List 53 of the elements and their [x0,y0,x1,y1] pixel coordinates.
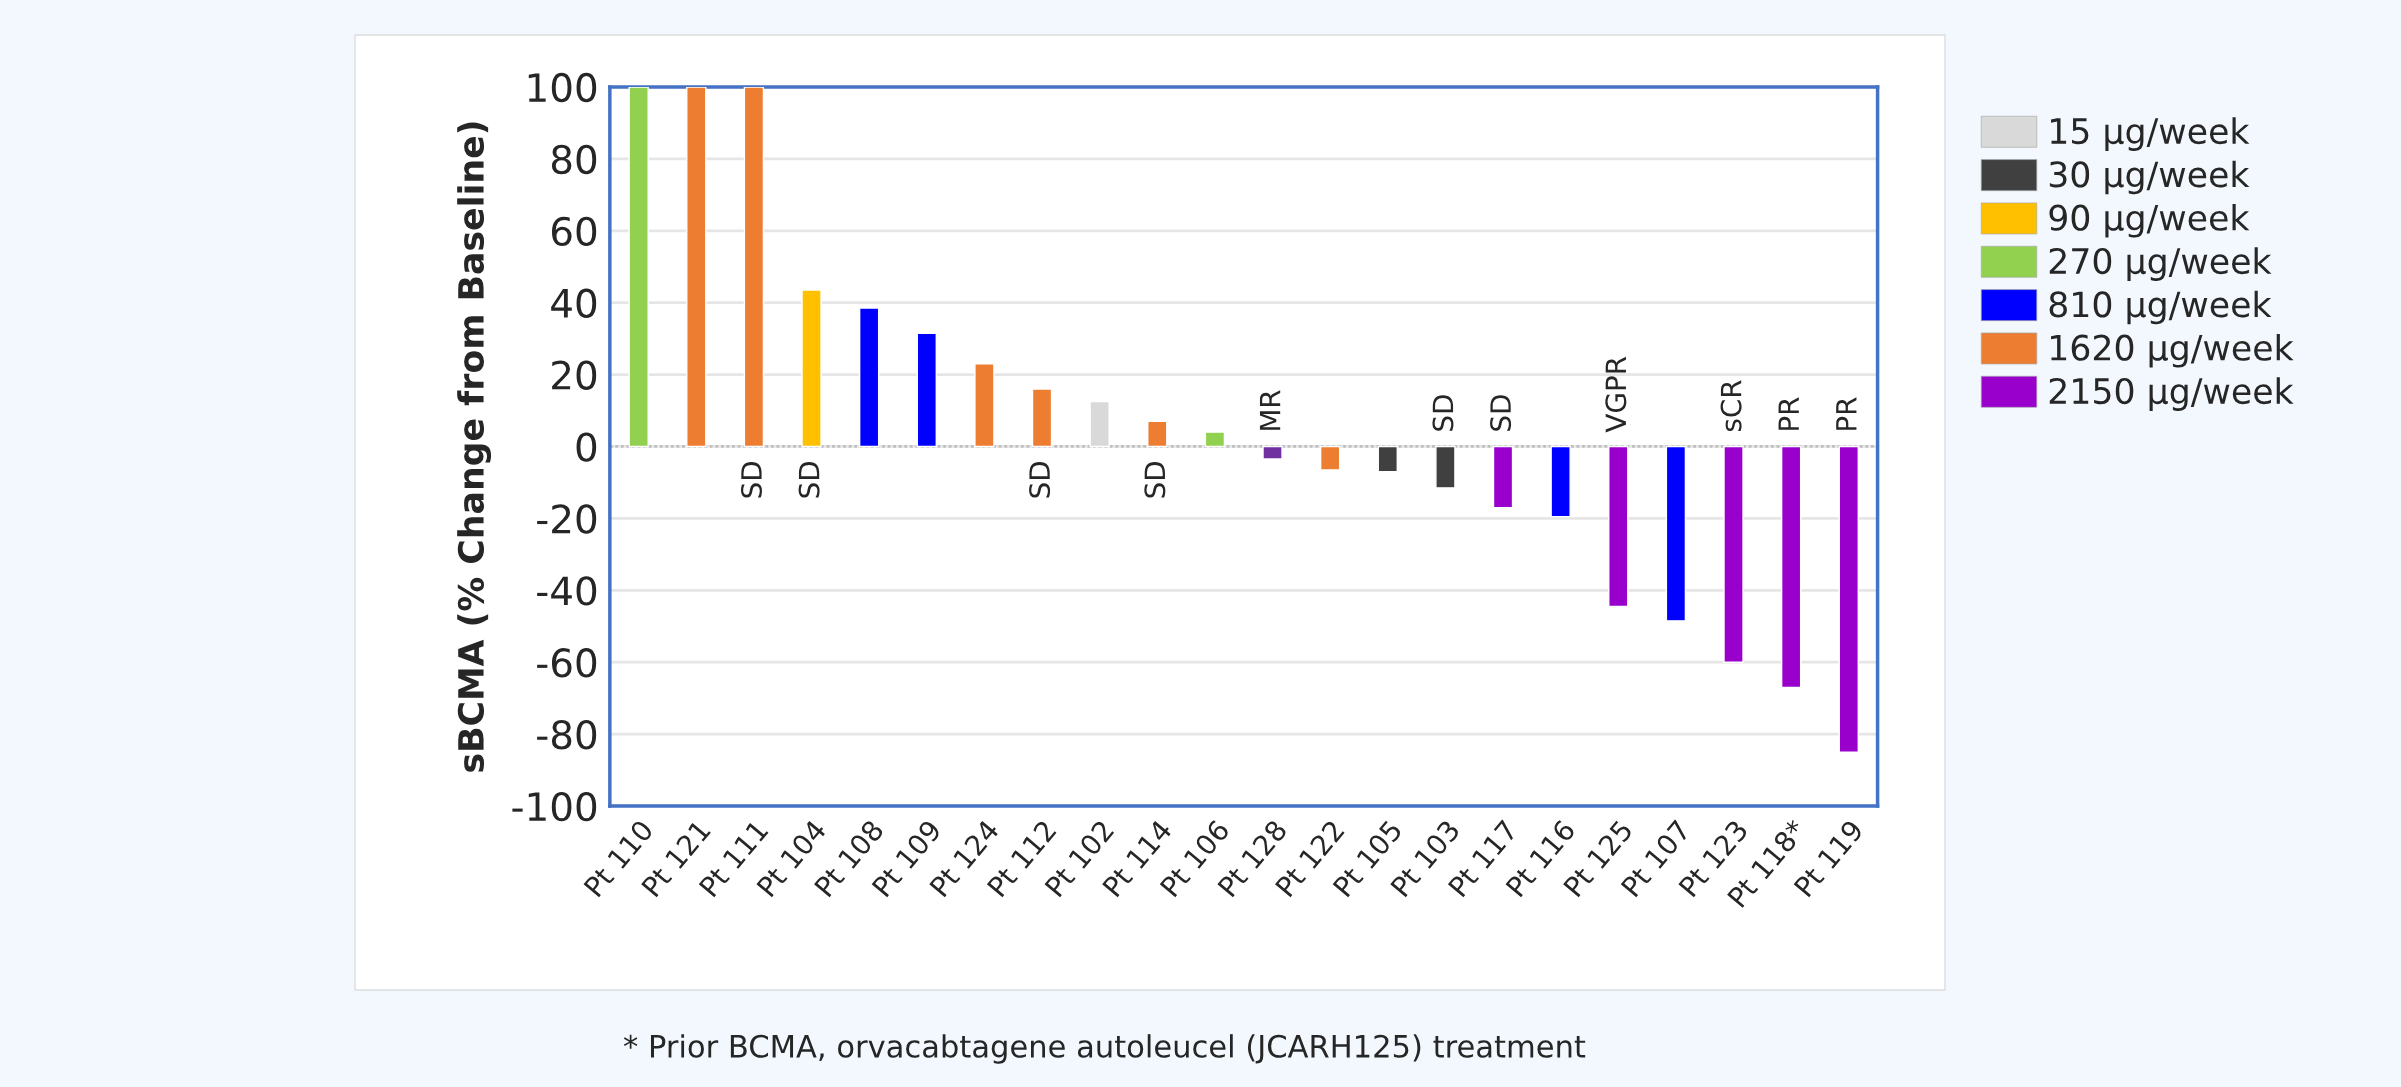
y-axis-title: sBCMA (% Change from Baseline) [457,122,492,772]
bar [1435,445,1456,489]
bar [1723,445,1744,663]
legend-label: 15 µg/week [2051,117,2250,151]
bar [1608,445,1629,608]
bar [1550,445,1571,518]
bar [1780,445,1802,689]
bar [1147,420,1168,448]
legend-label: 90 µg/week [2049,203,2250,238]
annotation: SD [1029,462,1051,498]
legend-label: 810 µg/week [2049,290,2272,325]
annotation: MR [1259,390,1281,430]
y-tick-label: -60 [537,648,597,678]
bar [1492,445,1514,509]
y-tick-label: -100 [512,791,597,822]
bar [1262,445,1283,460]
y-tick-label: 80 [551,144,597,175]
bar [1377,445,1398,473]
y-tick-label: -20 [537,504,597,534]
bar [1204,431,1226,448]
bar [1665,445,1687,622]
y-tick-label: 20 [552,360,597,390]
legend-label: 30 µg/week [2049,160,2250,195]
bar [743,86,765,448]
annotation: SD [1490,395,1512,431]
bar [628,86,649,448]
annotation: SD [1432,395,1454,431]
annotation: PR [1778,397,1799,430]
bar [686,86,707,448]
bar [1838,445,1859,753]
y-tick-label: -40 [537,576,597,606]
y-tick-label: 100 [528,72,597,103]
bar [1319,445,1341,471]
bar [1031,388,1053,448]
bar [916,332,937,448]
bar [858,307,880,448]
annotation: sCR [1720,380,1742,432]
legend-label: 2150 µg/week [2049,377,2294,411]
annotation: SD [1144,462,1166,498]
bar [1089,400,1110,448]
text: * Prior BCMA, orvacabtagene autoleucel (JCARH125) treatment [623,1034,1586,1064]
y-tick-label: -80 [537,720,597,750]
annotation: VGPR [1605,356,1627,433]
y-tick-label: 60 [551,216,597,247]
annotation: SD [740,462,762,498]
legend-label: 270 µg/week [2049,247,2272,281]
bar [974,363,995,448]
bar [801,289,822,448]
annotation: SD [798,462,820,498]
annotation: PR [1836,397,1857,430]
legend-label: 1620 µg/week [2051,333,2294,368]
y-tick-label: 40 [551,288,597,318]
y-tick-label: 0 [576,432,597,462]
